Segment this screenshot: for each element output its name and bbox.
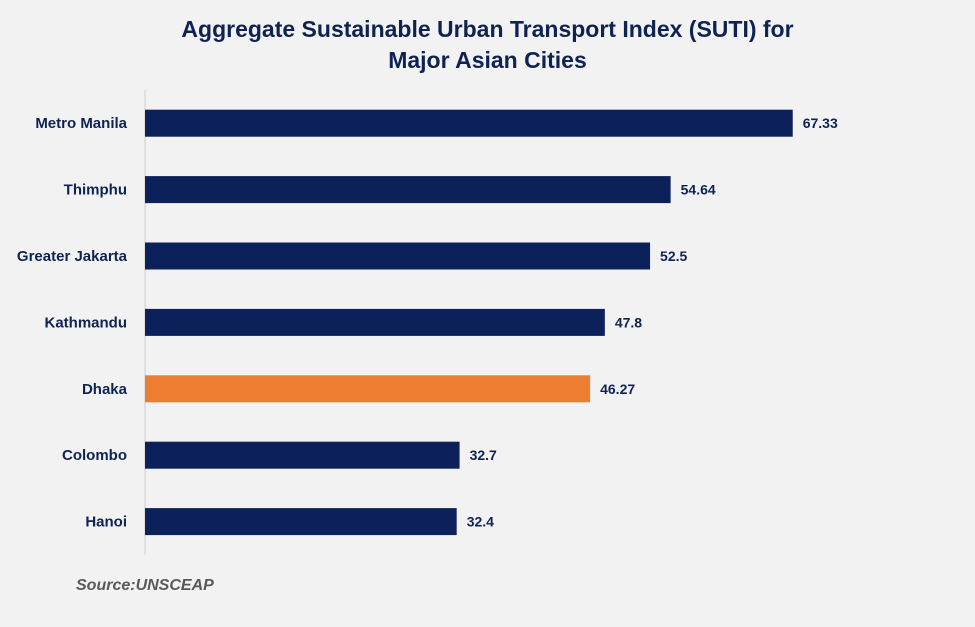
value-label: 32.7	[470, 447, 497, 463]
category-label: Kathmandu	[45, 314, 128, 331]
category-label: Colombo	[62, 447, 127, 464]
bar-hanoi	[145, 508, 457, 536]
bar-metro-manila	[145, 109, 793, 137]
bar-colombo	[145, 441, 460, 469]
value-label: 47.8	[615, 314, 642, 330]
category-label: Metro Manila	[35, 115, 127, 132]
value-label: 54.64	[681, 182, 716, 198]
chart-title: Aggregate Sustainable Urban Transport In…	[0, 14, 975, 76]
category-label: Dhaka	[82, 381, 128, 398]
bar-thimphu	[145, 176, 671, 204]
bar-kathmandu	[145, 308, 605, 336]
chart-title-line-2: Major Asian Cities	[388, 47, 587, 73]
value-label: 46.27	[600, 381, 635, 397]
value-label: 32.4	[467, 514, 494, 530]
bar-greater-jakarta	[145, 242, 651, 270]
chart-source: Source:UNSCEAP	[76, 577, 214, 594]
category-label: Greater Jakarta	[17, 248, 128, 265]
chart-title-line-1: Aggregate Sustainable Urban Transport In…	[181, 16, 794, 42]
category-label: Hanoi	[85, 514, 127, 531]
bar-dhaka	[145, 375, 591, 403]
value-label: 52.5	[660, 248, 687, 264]
category-label: Thimphu	[64, 182, 127, 199]
value-label: 67.33	[803, 115, 838, 131]
